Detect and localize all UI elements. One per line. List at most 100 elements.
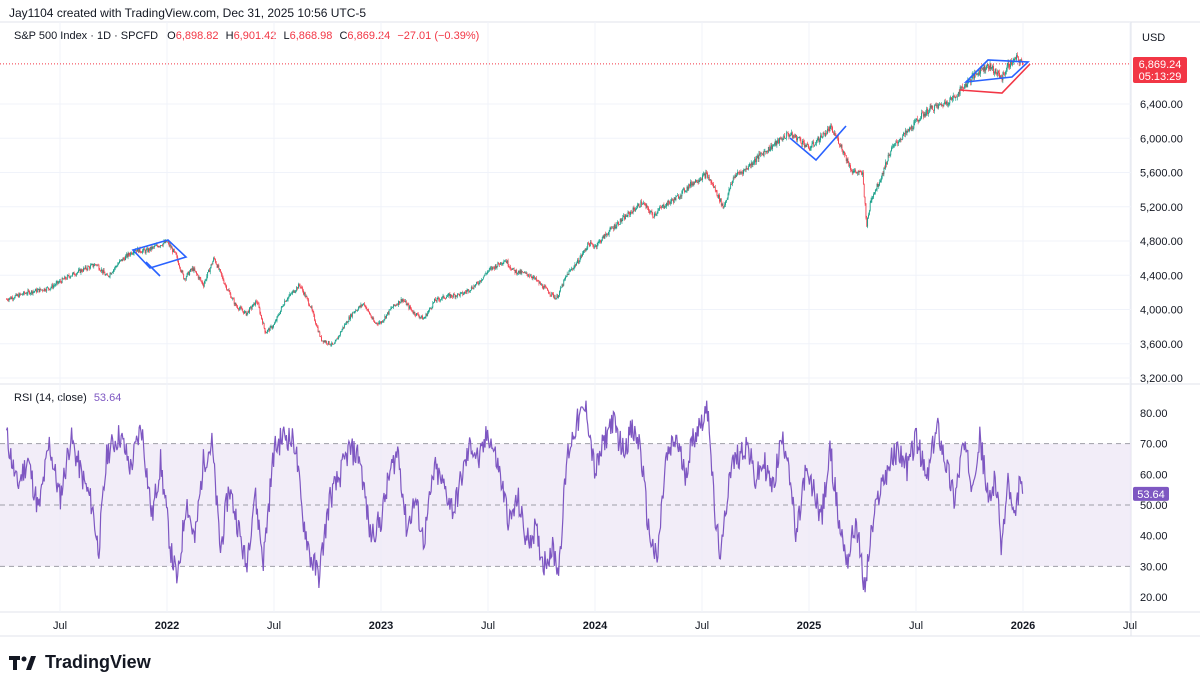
candle: [247, 310, 249, 315]
candle: [30, 292, 31, 296]
price-tick-label: 3,600.00: [1140, 339, 1183, 351]
candle: [567, 273, 569, 275]
candle: [478, 281, 480, 286]
candle: [29, 290, 31, 295]
candle: [951, 97, 952, 101]
candle: [34, 290, 36, 294]
candle: [911, 125, 913, 131]
candle: [606, 232, 607, 238]
candle: [77, 271, 78, 275]
candle: [761, 153, 763, 156]
rsi-band: [0, 443, 1131, 567]
candle: [810, 145, 812, 151]
time-tick-label: 2022: [155, 620, 179, 632]
candle: [452, 295, 453, 299]
candle: [779, 136, 781, 140]
candle: [949, 97, 951, 106]
candle: [525, 271, 527, 274]
pattern-2025-top-red[interactable]: [959, 63, 1031, 94]
candle: [919, 118, 921, 122]
candle: [53, 283, 54, 290]
candle: [804, 143, 806, 149]
candle: [20, 293, 22, 295]
rsi-line[interactable]: [5, 400, 1024, 593]
candle: [226, 284, 227, 291]
candle: [416, 312, 418, 316]
candle: [735, 172, 737, 179]
candle: [128, 252, 130, 257]
symbol-label[interactable]: S&P 500 Index · 1D · SPCFD: [14, 30, 159, 42]
candle: [794, 133, 796, 139]
candle: [476, 281, 477, 286]
candle: [301, 285, 303, 290]
candle: [498, 262, 500, 265]
candle: [798, 136, 800, 139]
candle: [844, 152, 846, 156]
candle: [89, 265, 90, 271]
candle: [604, 233, 606, 239]
rsi-label[interactable]: RSI (14, close): [14, 392, 87, 404]
candle: [529, 273, 531, 277]
candle: [79, 268, 81, 274]
candle: [414, 311, 416, 317]
candle: [874, 191, 875, 196]
candle: [884, 165, 886, 170]
tradingview-logo[interactable]: TradingView: [9, 652, 151, 673]
pattern-2025-blue[interactable]: [789, 125, 847, 162]
candle: [472, 287, 474, 290]
candle: [131, 252, 133, 255]
candle: [601, 239, 602, 244]
candle: [334, 339, 336, 344]
candle: [630, 209, 632, 215]
candle: [850, 163, 851, 173]
candle: [293, 290, 295, 293]
candle: [227, 288, 229, 291]
candle: [58, 280, 60, 285]
pattern-2021-blue[interactable]: [131, 239, 188, 269]
candle: [938, 103, 940, 110]
candle: [359, 305, 361, 308]
candle: [624, 213, 625, 221]
candle: [565, 275, 566, 281]
pattern-2021-blue-leg[interactable]: [145, 261, 161, 277]
candle: [12, 297, 14, 302]
candle: [820, 132, 821, 143]
candle: [634, 207, 636, 212]
candle: [657, 208, 659, 214]
price-candles[interactable]: [6, 52, 1023, 347]
candle: [233, 297, 235, 307]
candle: [673, 196, 675, 204]
price-tick-label: 4,400.00: [1140, 270, 1183, 282]
candle: [55, 280, 57, 287]
candle: [157, 245, 159, 248]
candle: [16, 293, 18, 297]
candle: [517, 272, 518, 276]
candle: [72, 272, 74, 275]
candle: [185, 278, 186, 282]
candle: [872, 195, 874, 200]
drawn-patterns[interactable]: [131, 59, 1031, 277]
candle: [215, 261, 217, 265]
candle: [497, 261, 499, 267]
candle: [231, 296, 233, 299]
candle: [549, 291, 551, 297]
candle: [51, 283, 53, 289]
candle: [120, 259, 122, 262]
candle: [506, 259, 507, 264]
rsi-tick-label: 70.00: [1140, 439, 1168, 451]
candle: [979, 69, 981, 76]
time-axis: Jul 2022 Jul 2023 Jul 2024 Jul 2025 Jul 2026 Jul: [53, 620, 1137, 632]
candle: [844, 151, 845, 158]
candle: [338, 335, 340, 340]
candle: [200, 276, 202, 282]
candle: [444, 297, 446, 299]
candle: [506, 259, 508, 264]
candle: [191, 265, 193, 272]
candle: [866, 215, 868, 227]
pattern-2025-top-blue[interactable]: [963, 59, 1030, 84]
candle: [413, 310, 415, 315]
currency-label[interactable]: USD: [1142, 32, 1166, 44]
candle: [436, 297, 438, 303]
candle: [846, 158, 848, 164]
